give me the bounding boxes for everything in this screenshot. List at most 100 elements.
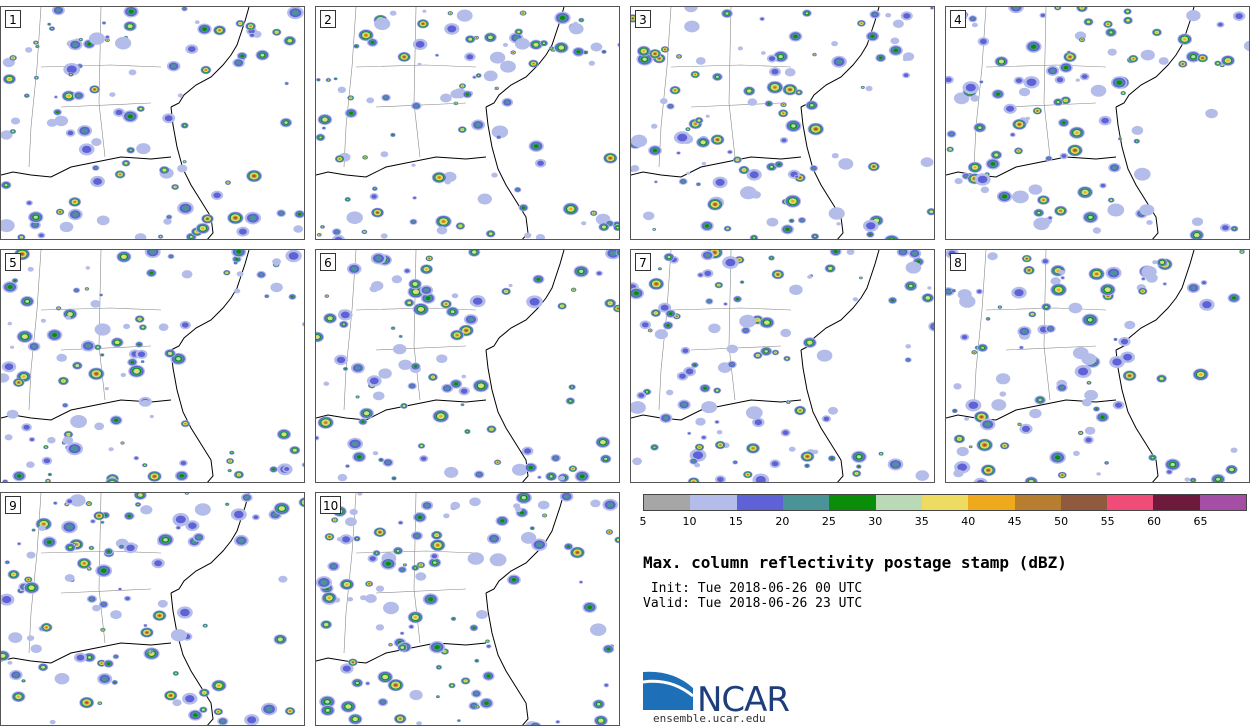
storm-cell	[393, 344, 407, 355]
storm-cell	[582, 50, 589, 55]
storm-cell	[915, 470, 930, 481]
storm-cell	[836, 222, 841, 226]
storm-cell	[974, 173, 991, 186]
storm-cell	[458, 386, 470, 396]
storm-cell	[25, 47, 33, 53]
storm-cell	[273, 502, 290, 515]
storm-cell	[573, 265, 589, 278]
storm-cell	[357, 493, 363, 496]
storm-cell	[449, 379, 463, 389]
storm-cell	[723, 225, 732, 232]
storm-cell	[387, 679, 404, 692]
storm-cell	[831, 41, 838, 47]
storm-cell	[164, 690, 178, 701]
storm-cell	[462, 90, 473, 99]
storm-cell	[256, 270, 267, 279]
storm-cell	[1046, 65, 1060, 76]
coastline	[316, 493, 565, 725]
storm-cell	[1151, 28, 1162, 37]
storm-cell	[59, 221, 74, 233]
storm-cell	[325, 77, 332, 83]
storm-cell	[908, 250, 922, 259]
storm-cell	[666, 389, 674, 396]
storm-cell	[472, 379, 490, 393]
storm-cell	[1066, 50, 1072, 54]
storm-cell	[88, 32, 106, 45]
storm-cell	[816, 349, 833, 362]
storm-cell	[4, 560, 11, 565]
storm-cell	[1028, 184, 1043, 195]
storm-cell	[1098, 115, 1112, 126]
storm-cell	[184, 493, 190, 495]
storm-cell	[170, 629, 187, 642]
storm-cell	[1011, 286, 1027, 299]
storm-cell	[1059, 62, 1073, 73]
storm-cell	[320, 620, 333, 630]
storm-cell	[838, 158, 854, 170]
storm-cell	[615, 250, 619, 257]
state-borders	[658, 250, 792, 411]
storm-cell	[334, 354, 348, 366]
storm-cell	[353, 43, 360, 49]
storm-cell	[1041, 258, 1050, 265]
storm-cell	[135, 349, 148, 359]
storm-cell	[890, 37, 900, 45]
storm-cell	[128, 364, 145, 378]
storm-cell	[31, 528, 36, 532]
storm-cell	[140, 505, 153, 515]
storm-cell	[789, 284, 803, 295]
storm-cell	[960, 333, 970, 341]
storm-cell	[333, 77, 338, 81]
storm-cell	[288, 293, 297, 300]
storm-cell	[1200, 280, 1208, 286]
storm-cell	[999, 391, 1007, 397]
storm-cell	[887, 458, 904, 471]
storm-cell	[422, 9, 427, 13]
storm-cell	[500, 60, 516, 73]
colorbar-tick-label: 30	[868, 515, 883, 528]
colorbar-bin	[875, 495, 922, 510]
storm-cell	[1125, 323, 1130, 328]
storm-cell	[485, 229, 496, 238]
storm-cell	[699, 384, 711, 393]
storm-cell	[990, 150, 1003, 160]
storm-cell	[1037, 195, 1050, 205]
storm-cell	[1111, 76, 1128, 89]
storm-cell	[117, 587, 123, 591]
storm-cell	[7, 569, 20, 580]
storm-cell	[180, 122, 189, 129]
storm-cell	[320, 704, 335, 716]
storm-cell	[417, 62, 422, 66]
storm-cell	[766, 217, 779, 227]
storm-cell	[1107, 48, 1117, 56]
storm-cell	[321, 592, 337, 604]
storm-cell	[563, 542, 574, 551]
storm-cell	[1058, 269, 1065, 275]
storm-cell	[451, 293, 459, 299]
storm-cell	[201, 214, 214, 224]
storm-cell	[398, 334, 403, 339]
valid-time: Valid: Tue 2018-06-26 23 UTC	[643, 596, 863, 611]
storm-cell	[9, 669, 23, 681]
storm-cell	[100, 627, 106, 632]
storm-cell	[1123, 16, 1133, 25]
storm-cell	[779, 137, 789, 144]
storm-cell	[105, 477, 120, 482]
storm-cell	[26, 461, 35, 468]
storm-cell	[768, 255, 775, 261]
storm-cell	[1131, 125, 1144, 135]
storm-cell	[508, 283, 513, 288]
storm-cell	[665, 309, 676, 318]
storm-cell	[255, 49, 270, 61]
storm-cell	[1156, 374, 1167, 383]
storm-cell	[469, 624, 479, 632]
storm-cell	[694, 443, 705, 451]
storm-cell	[375, 624, 385, 631]
storm-cell	[475, 73, 482, 78]
storm-cell	[1068, 302, 1083, 314]
storm-cell	[535, 158, 547, 168]
storm-cell	[128, 69, 137, 76]
storm-cell	[673, 131, 691, 144]
storm-cell	[569, 23, 584, 35]
storm-cell	[759, 16, 765, 21]
